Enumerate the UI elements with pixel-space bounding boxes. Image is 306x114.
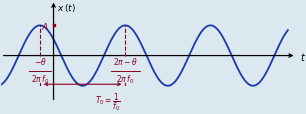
Text: $-\theta$: $-\theta$ [34, 56, 47, 67]
Text: $t$: $t$ [300, 50, 306, 62]
Text: $T_0 = \dfrac{1}{f_0}$: $T_0 = \dfrac{1}{f_0}$ [95, 90, 121, 112]
Text: $A$: $A$ [41, 21, 49, 32]
Text: $2\pi\,f_0$: $2\pi\,f_0$ [31, 73, 49, 85]
Text: $2\pi-\theta$: $2\pi-\theta$ [113, 56, 138, 67]
Text: $x\,(t)$: $x\,(t)$ [57, 2, 76, 14]
Text: $2\pi\,f_0$: $2\pi\,f_0$ [116, 73, 134, 85]
